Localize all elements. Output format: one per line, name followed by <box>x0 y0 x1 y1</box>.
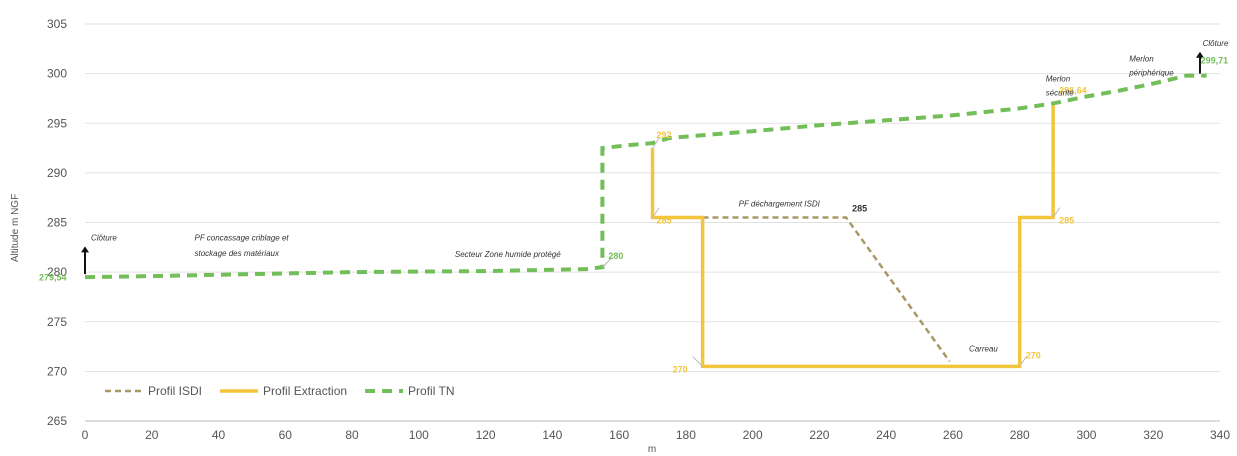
y-axis-title: Altitude m NGF <box>10 194 21 262</box>
data-label: 285 <box>1059 216 1074 226</box>
annotation-text: Carreau <box>969 345 998 354</box>
x-tick-label: 300 <box>1076 428 1096 442</box>
annotation-text: stockage des matériaux <box>194 249 279 258</box>
data-label: 292 <box>657 130 672 140</box>
y-tick-label: 270 <box>47 364 67 378</box>
x-tick-label: 40 <box>212 428 226 442</box>
annotation-text: Merlon <box>1129 55 1154 64</box>
axes: 265 270 275 280 285 290 295 300 305 0 20 40 60 80 100 1… <box>47 17 1230 442</box>
y-tick-label: 290 <box>47 166 67 180</box>
x-tick-label: 180 <box>676 428 696 442</box>
series-line-1 <box>650 103 1055 369</box>
x-tick-label: 200 <box>743 428 763 442</box>
x-tick-label: 280 <box>1010 428 1030 442</box>
annotation-text: PF déchargement ISDI <box>739 200 821 209</box>
series-line-2 <box>84 73 1207 280</box>
annotation-text: Clôture <box>91 233 117 242</box>
x-tick-label: 0 <box>82 428 89 442</box>
y-tick-label: 305 <box>47 17 67 31</box>
annotation-text: Merlon <box>1046 75 1071 84</box>
y-tick-label: 265 <box>47 414 67 428</box>
x-axis-title: m <box>648 444 656 455</box>
y-tick-label: 295 <box>47 116 67 130</box>
x-tick-label: 160 <box>609 428 629 442</box>
data-label: 279,54 <box>39 273 67 283</box>
series-line-0 <box>652 216 951 363</box>
annotation-text: Secteur Zone humide protégé <box>455 250 561 259</box>
data-label: 296,64 <box>1059 85 1087 95</box>
legend-label-0: Profil ISDI <box>148 384 202 398</box>
x-tick-label: 320 <box>1143 428 1163 442</box>
x-tick-label: 140 <box>542 428 562 442</box>
y-tick-label: 285 <box>47 216 67 230</box>
x-tick-label: 20 <box>145 428 159 442</box>
data-labels: 279,54280292285285270270285296,64299,71C… <box>39 39 1229 375</box>
y-tick-label: 280 <box>47 265 67 279</box>
x-tick-label: 120 <box>476 428 496 442</box>
x-tick-label: 100 <box>409 428 429 442</box>
fence-arrow-head <box>81 246 89 253</box>
y-tick-label: 275 <box>47 315 67 329</box>
label-leader <box>692 356 703 367</box>
x-tick-label: 240 <box>876 428 896 442</box>
label-leader <box>652 137 660 149</box>
data-label: 270 <box>673 364 688 374</box>
annotation-text: sécurité <box>1046 88 1075 97</box>
annotation-marks <box>81 51 1204 367</box>
fence-arrow-head <box>1195 51 1204 58</box>
data-label: 285 <box>852 204 867 214</box>
x-tick-label: 340 <box>1210 428 1230 442</box>
legend-label-2: Profil TN <box>408 384 454 398</box>
annotation-text: PF concassage criblage et <box>194 233 289 242</box>
annotation-text: périphérique <box>1128 69 1174 78</box>
x-tick-label: 80 <box>345 428 359 442</box>
legend: Profil ISDI Profil Extraction Profil TN <box>105 384 455 398</box>
data-label: 270 <box>1026 350 1041 360</box>
x-tick-label: 260 <box>943 428 963 442</box>
annotation-text: Clôture <box>1203 39 1229 48</box>
data-label: 299,71 <box>1201 56 1229 66</box>
data-label: 280 <box>608 251 623 261</box>
series-lines <box>84 73 1207 369</box>
y-tick-label: 300 <box>47 67 67 81</box>
legend-label-1: Profil Extraction <box>263 384 347 398</box>
x-tick-label: 60 <box>279 428 293 442</box>
label-leader <box>1019 356 1027 367</box>
label-leader <box>1052 207 1061 218</box>
label-leader <box>602 256 613 268</box>
data-label: 285 <box>657 216 672 226</box>
x-tick-label: 220 <box>809 428 829 442</box>
label-leader <box>652 207 660 218</box>
